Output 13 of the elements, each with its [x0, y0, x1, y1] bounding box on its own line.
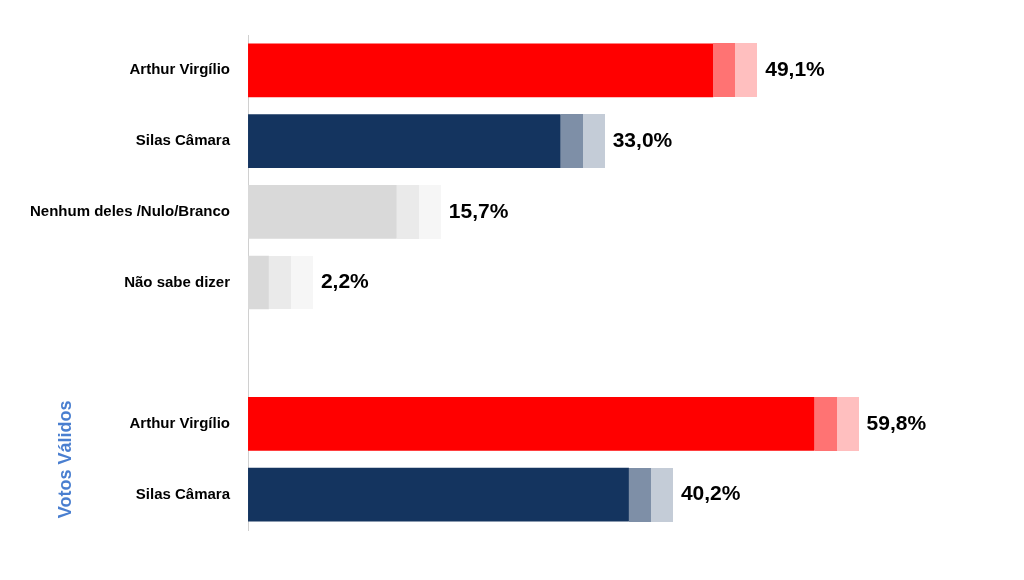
data-label: 33,0%	[612, 127, 673, 151]
text: Votos Válidos	[54, 400, 75, 519]
data-label: 49,1%	[765, 57, 826, 81]
y-tick-label: Nenhum deles /Nulo/Branco	[29, 201, 231, 219]
y-tick-label: Silas Câmara	[135, 131, 231, 149]
y-tick-label: Arthur Virgílio	[129, 60, 231, 78]
data-label: 40,2%	[680, 481, 741, 505]
data-label: 59,8%	[866, 410, 927, 434]
data-label: 2,2%	[320, 269, 370, 293]
y-tick-label: Não sabe dizer	[124, 272, 231, 290]
data-label: 15,7%	[448, 198, 509, 222]
y-tick-label: Silas Câmara	[135, 484, 231, 502]
y-tick-label: Arthur Virgílio	[129, 414, 231, 432]
